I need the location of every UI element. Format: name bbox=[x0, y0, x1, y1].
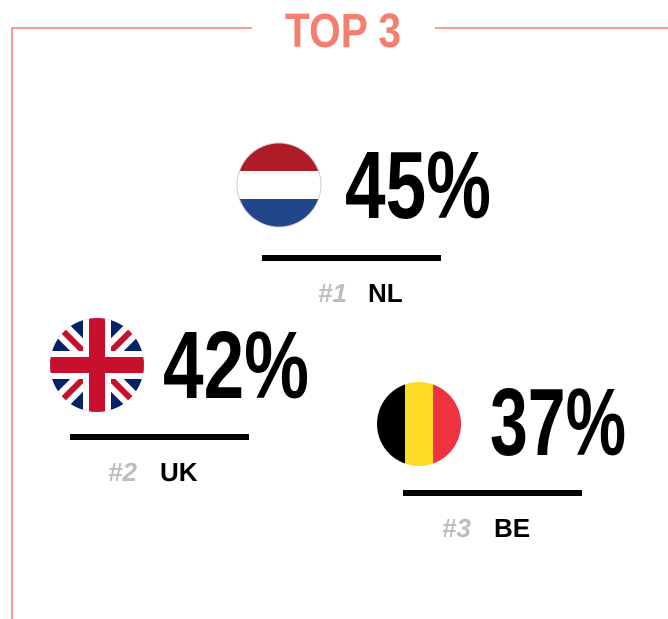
rank: #1 bbox=[318, 278, 347, 308]
title: TOP 3 bbox=[285, 5, 401, 58]
flag-uk bbox=[50, 318, 144, 412]
flag-be bbox=[377, 382, 461, 466]
rank: #2 bbox=[108, 457, 137, 487]
percentage: 37% bbox=[490, 369, 626, 476]
divider bbox=[70, 434, 249, 440]
country-code: BE bbox=[494, 513, 530, 543]
country-code: NL bbox=[368, 278, 403, 308]
percentage: 45% bbox=[345, 132, 491, 239]
flag-outline bbox=[236, 142, 322, 228]
divider bbox=[403, 490, 582, 496]
frame bbox=[11, 27, 668, 619]
divider bbox=[262, 255, 441, 261]
rank: #3 bbox=[442, 513, 471, 543]
country-code: UK bbox=[160, 457, 198, 487]
percentage: 42% bbox=[163, 312, 309, 419]
